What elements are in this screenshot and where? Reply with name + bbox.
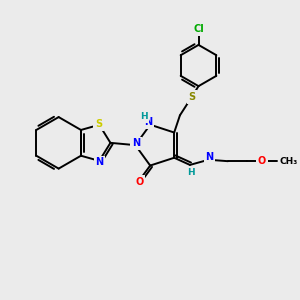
Text: H: H — [140, 112, 148, 121]
Text: S: S — [95, 119, 102, 129]
Text: Cl: Cl — [193, 24, 204, 34]
Text: N: N — [132, 138, 140, 148]
Text: H: H — [187, 168, 194, 177]
Text: N: N — [144, 117, 152, 128]
Text: O: O — [258, 156, 266, 166]
Text: S: S — [188, 92, 196, 102]
Text: O: O — [135, 177, 143, 187]
Text: N: N — [95, 157, 103, 167]
Text: N: N — [206, 152, 214, 162]
Text: CH₃: CH₃ — [280, 157, 298, 166]
